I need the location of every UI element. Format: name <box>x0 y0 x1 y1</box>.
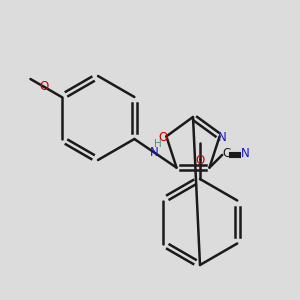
Text: O: O <box>40 80 49 94</box>
Text: N: N <box>241 147 250 161</box>
Text: N: N <box>150 146 159 159</box>
Text: N: N <box>218 131 227 144</box>
Text: O: O <box>195 154 205 166</box>
Text: C: C <box>222 147 230 161</box>
Text: O: O <box>159 131 168 144</box>
Text: H: H <box>154 139 161 149</box>
